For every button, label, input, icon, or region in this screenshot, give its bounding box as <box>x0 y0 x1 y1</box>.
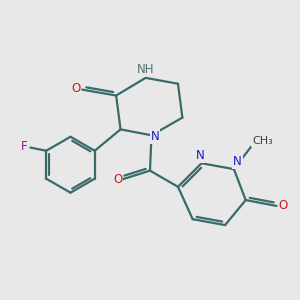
Text: NH: NH <box>137 63 154 76</box>
Text: O: O <box>71 82 80 95</box>
Text: N: N <box>196 149 204 162</box>
Text: F: F <box>21 140 27 153</box>
Text: N: N <box>233 155 242 168</box>
Text: CH₃: CH₃ <box>252 136 273 146</box>
Text: O: O <box>113 173 122 186</box>
Text: O: O <box>278 200 288 212</box>
Text: N: N <box>151 130 159 143</box>
